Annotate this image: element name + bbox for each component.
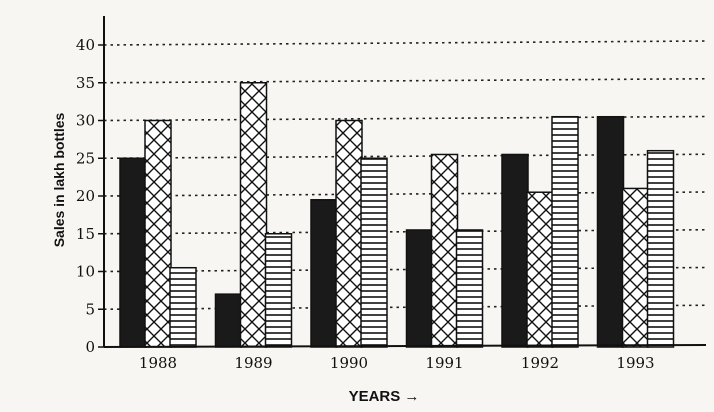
- labels: 0 5 10 15 20 25 30 35 40 1988 1989 1990 1991 1992 1993…: [51, 36, 655, 405]
- bar-1993-series-1: [596, 115, 625, 348]
- axes: [98, 16, 707, 348]
- bar-1993-series-3: [646, 149, 675, 348]
- bar-1992-series-3: [551, 115, 579, 348]
- bar-1989-series-2: [239, 82, 268, 348]
- bar-1990-series-3: [360, 157, 388, 348]
- bar-1989-series-3: [264, 233, 293, 348]
- x-tick-label: 1990: [330, 354, 368, 372]
- x-tick-label: 1991: [425, 354, 463, 372]
- bar-1988-series-3: [169, 266, 197, 348]
- x-tick-label: 1988: [139, 354, 177, 372]
- y-tick-label: 0: [85, 338, 95, 356]
- y-tick-label: 30: [76, 112, 95, 130]
- y-tick-label: 15: [76, 225, 95, 243]
- bar-1990-series-2: [335, 119, 363, 348]
- x-tick-label: 1992: [521, 354, 559, 372]
- bar-1991-series-2: [430, 153, 459, 348]
- y-tick-label: 40: [76, 36, 95, 54]
- x-axis-title: YEARS →: [349, 388, 420, 405]
- y-tick-label: 35: [76, 74, 95, 92]
- x-tick-label: 1993: [616, 354, 654, 372]
- bar-1990-series-1: [310, 199, 338, 348]
- x-axis: [103, 344, 707, 348]
- bars: [119, 82, 675, 348]
- gridline: [103, 40, 707, 46]
- y-tick-label: 10: [76, 263, 95, 281]
- bar-1989-series-1: [214, 293, 243, 348]
- bar-1988-series-1: [119, 157, 147, 348]
- y-tick-label: 5: [85, 300, 95, 318]
- y-tick-label: 25: [76, 149, 95, 167]
- bar-1988-series-2: [144, 119, 172, 348]
- bar-1991-series-1: [405, 229, 434, 348]
- y-tick-label: 20: [76, 187, 95, 205]
- bar-1992-series-1: [501, 153, 529, 348]
- gridline: [103, 77, 707, 84]
- y-axis-title: Sales in lakh bottles: [51, 112, 67, 247]
- bar-1991-series-3: [455, 229, 484, 348]
- x-tick-label: 1989: [234, 354, 272, 372]
- bar-1992-series-2: [526, 191, 554, 348]
- bar-1993-series-2: [621, 187, 650, 348]
